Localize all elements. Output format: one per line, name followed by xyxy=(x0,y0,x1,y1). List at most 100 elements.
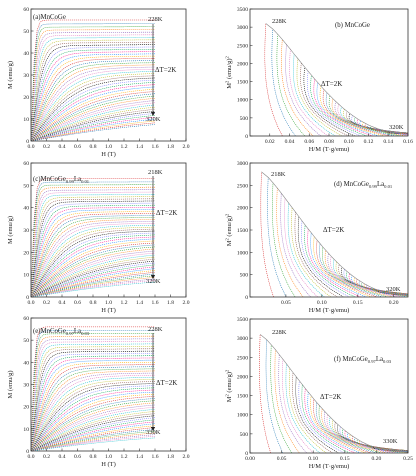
isotherm-curve xyxy=(31,396,156,451)
isotherm-curve xyxy=(31,184,155,297)
isotherm-curve xyxy=(31,82,156,141)
isotherm-curve xyxy=(31,264,156,297)
arrott-curve xyxy=(328,95,402,136)
arrott-curve xyxy=(313,399,372,453)
arrott-curve xyxy=(340,106,408,135)
plot-frame xyxy=(249,318,409,454)
arrott-curve xyxy=(282,359,314,453)
panel-label: (e)MnCoGe0.97La0.03 xyxy=(33,328,90,336)
y-tick-label: 3000 xyxy=(237,161,248,167)
arrott-curve xyxy=(297,216,344,297)
temp-end-label: 320K xyxy=(146,116,161,123)
isotherm-curve xyxy=(31,376,156,451)
isotherm-curve xyxy=(31,389,156,451)
arrott-curve xyxy=(324,411,392,453)
arrott-curve xyxy=(324,250,394,297)
x-tick-label: 1.2 xyxy=(121,300,128,306)
arrott-curve xyxy=(301,220,350,297)
y-tick-label: 3500 xyxy=(237,317,248,323)
arrott-curve xyxy=(387,292,408,296)
isotherm-curve xyxy=(31,270,156,297)
isotherm-curve xyxy=(31,355,156,451)
isotherm-curve xyxy=(31,364,155,451)
y-tick-label: 40 xyxy=(23,206,29,212)
arrott-curve xyxy=(304,224,356,297)
arrott-curve xyxy=(289,49,329,136)
isotherm-curve xyxy=(31,400,156,451)
x-axis-label: H (T) xyxy=(101,461,116,468)
arrott-curve xyxy=(356,279,408,295)
isotherm-curve xyxy=(31,402,156,451)
y-axis-label: M (emu/g) xyxy=(7,61,14,89)
isotherm-curve xyxy=(31,246,156,297)
x-tick-label: 0.02 xyxy=(265,139,275,145)
y-tick-label: 3500 xyxy=(237,7,248,13)
arrott-curve xyxy=(392,450,408,453)
y-tick-label: 2500 xyxy=(237,183,248,189)
x-tick-label: 1.6 xyxy=(152,454,159,460)
y-tick-label: 50 xyxy=(23,338,29,344)
isotherm-curve xyxy=(31,278,156,297)
arrott-curve xyxy=(361,441,408,451)
arrott-curve xyxy=(382,130,408,135)
arrott-curve xyxy=(401,294,408,296)
isotherm-curve xyxy=(31,232,156,297)
temp-start-label: 228K xyxy=(148,326,163,333)
arrott-curve xyxy=(394,293,408,296)
isotherm-curve xyxy=(31,242,156,297)
isotherm-curve xyxy=(31,113,156,141)
isotherm-curve xyxy=(31,383,156,451)
x-tick-label: 0.2 xyxy=(43,454,50,460)
isotherm-curve xyxy=(31,385,156,451)
plot-area xyxy=(259,334,408,453)
isotherm-curve xyxy=(31,238,156,297)
temp-end-label: 320K xyxy=(386,286,401,293)
x-tick-label: 0.06 xyxy=(304,139,314,145)
arrott-curve xyxy=(316,82,380,136)
arrott-curve xyxy=(343,269,408,295)
x-tick-label: 0.6 xyxy=(74,300,81,306)
arrott-curve xyxy=(300,62,349,136)
arrott-curve xyxy=(307,71,362,136)
arrott-curve xyxy=(284,198,318,297)
isotherm-curve xyxy=(31,277,156,297)
x-tick-label: 0.05 xyxy=(281,300,291,306)
arrott-curve xyxy=(369,126,408,134)
y-axis-label: M (emu/g) xyxy=(7,371,14,399)
arrott-curve xyxy=(271,28,296,136)
arrott-curve xyxy=(338,264,408,296)
isotherm-curve xyxy=(31,368,155,451)
arrott-curve xyxy=(396,293,408,296)
isotherm-curve xyxy=(31,268,156,297)
x-tick-label: 1.8 xyxy=(167,454,174,460)
isotherm-curve xyxy=(31,77,156,141)
arrott-curve xyxy=(295,376,339,453)
y-tick-label: 50 xyxy=(23,183,29,189)
x-axis-label: H/M (T·g/emu) xyxy=(309,463,350,470)
isotherm-curve xyxy=(31,406,156,451)
plot-area xyxy=(264,23,408,136)
isotherm-curve xyxy=(31,34,156,141)
y-tick-label: 2000 xyxy=(237,374,248,380)
isotherm-curve xyxy=(31,104,156,141)
isotherm-curve xyxy=(31,122,156,141)
isotherm-curve xyxy=(31,362,156,451)
x-tick-label: 0.15 xyxy=(353,300,363,306)
arrott-curve xyxy=(319,243,383,297)
isotherm-curve xyxy=(31,411,156,451)
x-tick-label: 0.8 xyxy=(90,454,97,460)
isotherm-curve xyxy=(31,39,155,141)
y-tick-label: 20 xyxy=(23,405,29,411)
arrott-curve xyxy=(373,446,408,452)
isotherm-curve xyxy=(31,343,155,451)
x-tick-label: 0.0 xyxy=(28,300,35,306)
isotherm-curve xyxy=(31,53,156,141)
y-tick-label: 0 xyxy=(245,134,248,140)
x-tick-label: 0.08 xyxy=(324,139,334,145)
isotherm-curve xyxy=(31,191,155,297)
x-tick-label: 0.4 xyxy=(59,300,66,306)
isotherm-curve xyxy=(31,41,155,141)
temp-end-label: 330K xyxy=(146,429,161,436)
arrott-curve xyxy=(327,253,399,297)
arrott-curve xyxy=(319,86,385,136)
